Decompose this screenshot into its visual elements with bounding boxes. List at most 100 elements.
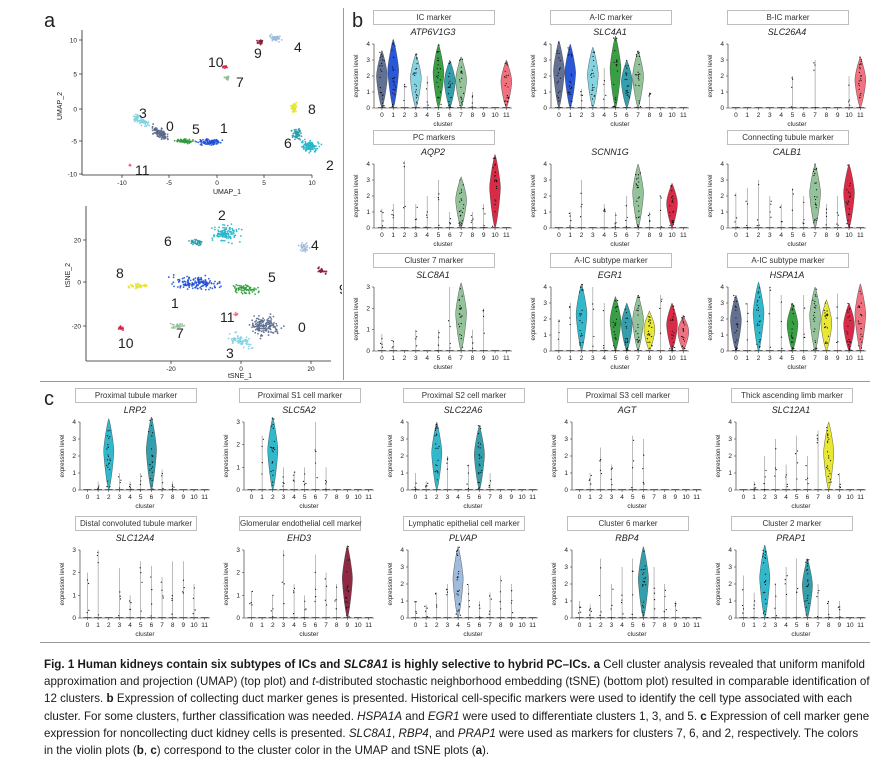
violin-ytick: 2 — [366, 193, 370, 200]
violin-xlabel: cluster — [433, 121, 453, 128]
violin-xtick: 4 — [425, 112, 429, 119]
violin-cluster-6 — [639, 439, 648, 490]
violin-cluster-1 — [750, 481, 759, 491]
violin-ytick: 4 — [366, 41, 370, 48]
violin-xtick: 5 — [791, 232, 795, 239]
violin-xlabel: cluster — [299, 503, 319, 510]
violin-xtick: 2 — [599, 622, 603, 629]
violin-cluster-6 — [803, 456, 812, 490]
violin-ytick: 2 — [720, 73, 724, 80]
panel-b-marker-label-3: PC markers — [373, 130, 495, 145]
violin-cluster-3 — [588, 287, 597, 351]
violin-xtick: 7 — [652, 494, 656, 501]
violin-xtick: 4 — [128, 622, 132, 629]
violin-xtick: 2 — [580, 355, 584, 362]
violin-xtick: 9 — [482, 355, 486, 362]
violin-cluster-6 — [311, 554, 320, 618]
violin-cluster-7 — [632, 294, 644, 352]
violin-ytick: 4 — [366, 161, 370, 168]
violin-cluster-7 — [650, 567, 659, 618]
violin-cluster-7 — [455, 56, 467, 109]
violin-cluster-3 — [115, 568, 124, 618]
violin-cluster-3 — [115, 473, 124, 490]
violin-xtick: 9 — [182, 494, 186, 501]
violin-xtick: 1 — [391, 232, 395, 239]
violin-xtick: 4 — [779, 355, 783, 362]
violin-plot-c-8: expression level 0 1 2 3 4 0 1 2 3 4 5 6 7 8 9 10 11 clust… — [548, 544, 706, 645]
cluster-3-points — [227, 331, 254, 350]
violin-ytick: 0 — [564, 487, 568, 494]
violin-ylabel: expression level — [716, 562, 722, 605]
violin-ytick: 4 — [543, 41, 547, 48]
x-tick-label: 5 — [262, 180, 266, 187]
panel-b-gene-label-7: EGR1 — [597, 270, 623, 280]
violin-xlabel: cluster — [463, 631, 483, 638]
violin-cluster-9 — [656, 295, 665, 351]
violin-ytick: 1 — [564, 598, 568, 605]
panel-c-marker-label-5: Distal convoluted tubule marker — [75, 516, 197, 531]
violin-xtick: 3 — [446, 622, 450, 629]
violin-ylabel: expression level — [388, 434, 394, 477]
violin-cluster-7 — [486, 592, 495, 618]
violin-ytick: 1 — [72, 592, 76, 599]
violin-xtick: 1 — [391, 112, 395, 119]
tsne-ylabel: tSNE_2 — [65, 263, 72, 287]
violin-ytick: 3 — [236, 547, 240, 554]
violin-cluster-2 — [400, 160, 409, 228]
violin-ytick: 1 — [720, 332, 724, 339]
violin-cluster-2 — [577, 180, 586, 228]
violin-cluster-5 — [788, 76, 797, 108]
violin-ytick: 4 — [72, 419, 76, 426]
violin-xtick: 8 — [171, 494, 175, 501]
violin-ytick: 0 — [236, 615, 240, 622]
panel-b-marker-label-5: Connecting tubule marker — [727, 130, 849, 145]
violin-xtick: 6 — [448, 232, 452, 239]
panel-b-marker-label-8: A-IC subtype marker — [727, 253, 849, 268]
violin-xtick: 2 — [435, 622, 439, 629]
violin-cluster-5 — [136, 473, 145, 491]
violin-cluster-11 — [500, 59, 512, 109]
violin-cluster-4 — [290, 471, 299, 490]
violin-xtick: 5 — [303, 622, 307, 629]
violin-ylabel: expression level — [708, 54, 714, 97]
violin-xlabel: cluster — [610, 364, 630, 371]
violin-xtick: 3 — [610, 494, 614, 501]
violin-xtick: 0 — [86, 494, 90, 501]
violin-xtick: 10 — [518, 622, 526, 629]
cluster-label-0: 0 — [298, 319, 306, 335]
violin-ytick: 3 — [543, 57, 547, 64]
violin-cluster-3 — [765, 286, 774, 351]
violin-xtick: 6 — [314, 622, 318, 629]
violin-xtick: 9 — [674, 622, 678, 629]
violin-cluster-9 — [835, 601, 844, 618]
violin-xtick: 8 — [825, 112, 829, 119]
violin-xtick: 4 — [456, 622, 460, 629]
panel-c-marker-label-7: Lymphatic epithelial cell marker — [403, 516, 525, 531]
violin-cluster-2 — [431, 421, 443, 491]
violin-ytick: 1 — [400, 470, 404, 477]
violin-xtick: 7 — [459, 355, 463, 362]
violin-cluster-1 — [743, 188, 752, 229]
violin-xtick: 3 — [282, 494, 286, 501]
violin-cluster-8 — [820, 299, 833, 352]
violin-plot-b-8: expression level 0 1 2 3 4 0 1 2 3 4 5 6 7 8 9 10 11 clust… — [704, 281, 870, 378]
violin-plot-b-0: expression level 0 1 2 3 4 0 1 2 3 4 5 6 7 8 9 10 11 clust… — [350, 38, 516, 135]
violin-ytick: 1 — [366, 327, 370, 334]
violin-xtick: 3 — [768, 355, 772, 362]
violin-xtick: 1 — [588, 494, 592, 501]
cluster-label-9: 9 — [254, 45, 262, 61]
violin-cluster-2 — [596, 447, 605, 490]
violin-ytick: 0 — [720, 348, 724, 355]
violin-xtick: 0 — [734, 355, 738, 362]
violin-xtick: 10 — [190, 494, 198, 501]
violin-xtick: 5 — [795, 494, 799, 501]
violin-ylabel: expression level — [552, 562, 558, 605]
violin-ytick: 4 — [720, 284, 724, 291]
violin-ylabel: expression level — [354, 174, 360, 217]
violin-xtick: 10 — [845, 112, 853, 119]
violin-cluster-7 — [632, 49, 644, 109]
violin-xtick: 0 — [557, 232, 561, 239]
violin-xtick: 4 — [784, 494, 788, 501]
violin-xtick: 8 — [825, 355, 829, 362]
violin-cluster-8 — [468, 92, 477, 108]
